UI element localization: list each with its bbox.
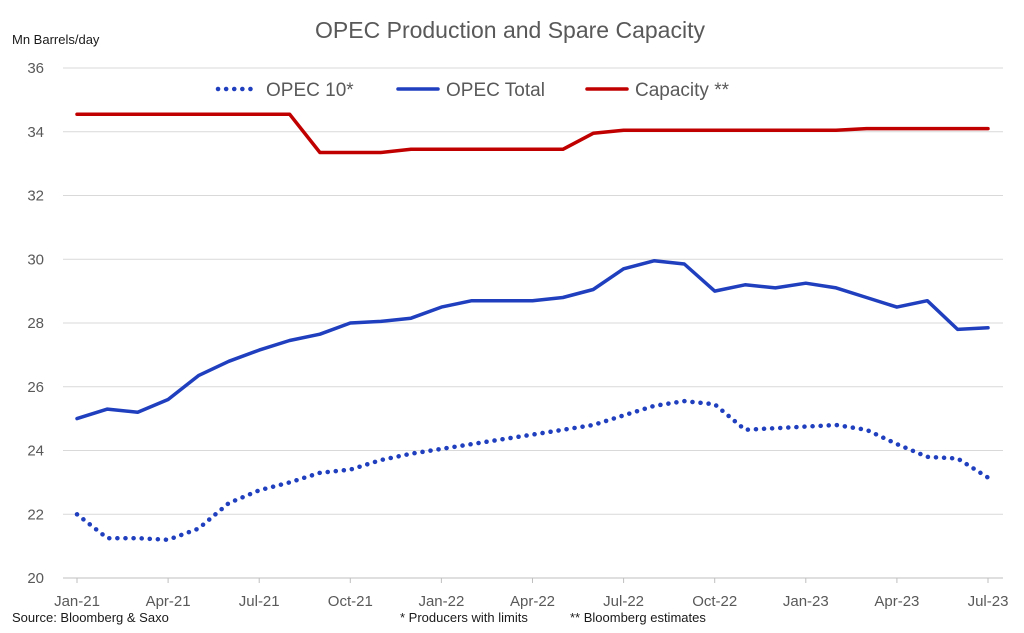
source-note: Source: Bloomberg & Saxo	[12, 610, 169, 625]
x-tick-label: Jan-21	[54, 593, 100, 610]
y-tick-label: 32	[27, 188, 44, 205]
y-tick-label: 28	[27, 315, 44, 332]
y-tick-label: 34	[27, 124, 44, 141]
y-tick-label: 24	[27, 443, 44, 460]
y-tick-label: 36	[27, 60, 44, 77]
legend-label: Capacity **	[635, 80, 730, 101]
x-tick-label: Jan-22	[418, 593, 464, 610]
x-axis-ticks: Jan-21 Apr-21 Jul-21 Oct-21 Jan-22 Apr-22 Jul-…	[54, 578, 1008, 610]
chart-title: OPEC Production and Spare Capacity	[315, 17, 705, 43]
series-line-1	[74, 398, 991, 543]
x-tick-label: Jul-21	[239, 593, 280, 610]
footnote-estimates: ** Bloomberg estimates	[570, 610, 706, 625]
series-lines	[74, 112, 991, 543]
y-tick-label: 22	[27, 506, 44, 523]
gridlines	[63, 67, 1003, 579]
legend-label: OPEC Total	[446, 80, 545, 101]
x-tick-label: Apr-21	[146, 593, 191, 610]
series-line-2	[75, 259, 990, 421]
y-tick-label: 26	[27, 379, 44, 396]
x-tick-label: Oct-21	[328, 593, 373, 610]
x-tick-label: Oct-22	[692, 593, 737, 610]
x-tick-label: Apr-23	[874, 593, 919, 610]
x-tick-label: Jul-23	[968, 593, 1009, 610]
legend: OPEC 10* OPEC Total Capacity **	[215, 80, 730, 101]
y-tick-label: 20	[27, 570, 44, 587]
series-line-3	[75, 112, 990, 155]
y-axis-label: Mn Barrels/day	[12, 32, 100, 47]
footnote-producers: * Producers with limits	[400, 610, 528, 625]
x-tick-label: Apr-22	[510, 593, 555, 610]
x-tick-label: Jul-22	[603, 593, 644, 610]
x-tick-label: Jan-23	[783, 593, 829, 610]
y-tick-label: 30	[27, 251, 44, 268]
legend-label: OPEC 10*	[266, 80, 354, 101]
y-axis-ticks: 20 22 24 26 28 30 32 34 36	[27, 60, 44, 587]
